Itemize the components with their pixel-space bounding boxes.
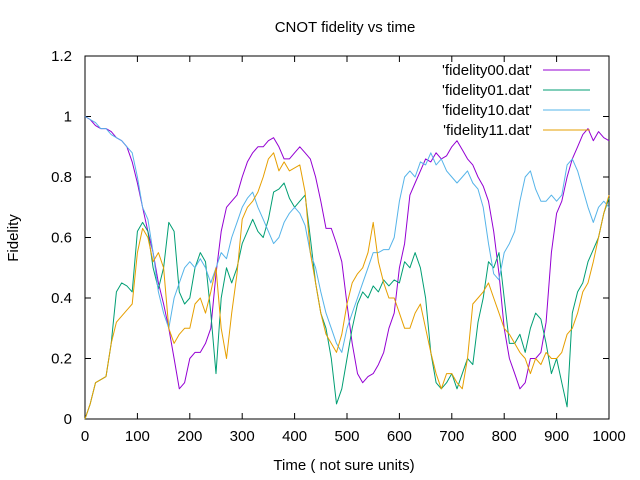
series-line-0	[84, 116, 610, 390]
x-tick-label: 100	[125, 428, 150, 445]
legend-label: 'fidelity00.dat'	[442, 62, 532, 79]
x-tick-label: 500	[334, 428, 359, 445]
y-tick-label: 1.2	[51, 48, 72, 65]
x-tick-label: 0	[81, 428, 89, 445]
y-tick-label: 0.2	[51, 351, 72, 368]
y-tick-label: 0.6	[51, 230, 72, 247]
series-lines	[84, 116, 610, 420]
legend-label: 'fidelity01.dat'	[442, 82, 532, 99]
y-axis: 0 0.2 0.4 0.6 0.8 1 1.2	[51, 48, 609, 428]
y-axis-label: Fidelity	[5, 214, 22, 262]
series-line-2	[84, 116, 610, 353]
legend-label: 'fidelity10.dat'	[442, 102, 532, 119]
x-tick-label: 300	[230, 428, 255, 445]
y-tick-label: 0.8	[51, 169, 72, 186]
x-axis: 0 100 200 300 400 500 600 700 800 900 1000	[81, 56, 626, 445]
x-tick-label: 1000	[592, 428, 625, 445]
series-line-1	[84, 182, 610, 420]
x-tick-label: 900	[544, 428, 569, 445]
x-axis-label: Time ( not sure units)	[273, 457, 414, 474]
y-tick-label: 0	[64, 411, 72, 428]
y-tick-label: 1	[64, 109, 72, 126]
x-tick-label: 800	[492, 428, 517, 445]
y-tick-label: 0.4	[51, 290, 72, 307]
legend: 'fidelity00.dat' 'fidelity01.dat' 'fidelit…	[442, 62, 590, 139]
x-tick-label: 200	[177, 428, 202, 445]
legend-label: 'fidelity11.dat'	[443, 122, 532, 139]
x-tick-label: 700	[439, 428, 464, 445]
x-tick-label: 400	[282, 428, 307, 445]
x-tick-label: 600	[387, 428, 412, 445]
series-line-3	[84, 152, 610, 420]
chart-title: CNOT fidelity vs time	[275, 19, 416, 36]
